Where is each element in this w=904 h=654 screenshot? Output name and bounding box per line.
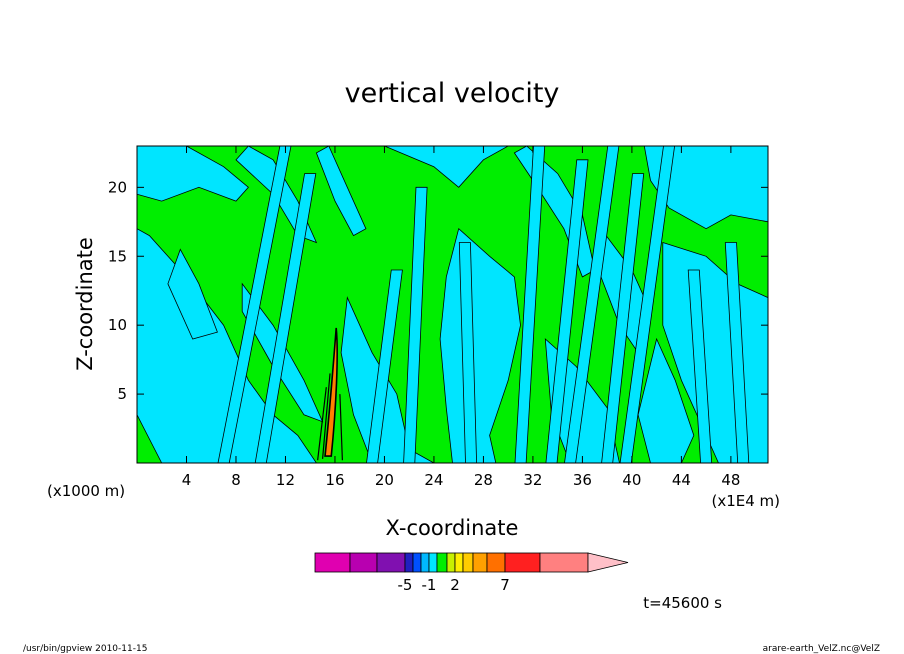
colorbar-segment	[436, 552, 448, 573]
y-tick-label: 15	[108, 247, 127, 265]
colorbar-segment	[446, 552, 456, 573]
negative-streak	[724, 242, 750, 463]
contour-line	[339, 394, 343, 461]
chart-title: vertical velocity	[345, 78, 560, 109]
x-unit-left: (x1000 m)	[47, 482, 125, 500]
colorbar-segment	[428, 552, 438, 573]
y-axis-title: Z-coordinate	[73, 237, 97, 371]
x-tick-label: 8	[231, 471, 241, 489]
colorbar-segment	[454, 552, 464, 573]
x-tick-label: 20	[375, 471, 394, 489]
colorbar-label: 7	[500, 576, 510, 594]
negative-streak	[403, 186, 428, 463]
colorbar-segment	[420, 552, 430, 573]
x-tick-label: 16	[325, 471, 344, 489]
x-tick-label: 4	[182, 471, 192, 489]
y-tick-label: 20	[108, 178, 127, 196]
negative-region	[315, 146, 367, 237]
negative-region	[643, 146, 768, 230]
negative-streak	[601, 173, 645, 463]
y-tick-label: 5	[117, 385, 127, 403]
negative-streak	[366, 269, 403, 463]
footer-right: arare-earth_VelZ.nc@VelZ	[763, 644, 880, 654]
negative-streak	[545, 159, 589, 463]
negative-region	[384, 146, 510, 188]
updraft-core	[324, 327, 338, 457]
y-axis-ticks: 5 10 15 20	[108, 178, 768, 403]
colorbar-segment	[462, 552, 474, 573]
footer-left: /usr/bin/gpview 2010-11-15	[23, 644, 147, 654]
negative-streak	[458, 242, 478, 463]
colorbar-segment	[412, 552, 422, 573]
negative-streak	[514, 146, 546, 463]
negative-streak	[254, 173, 317, 463]
x-axis-title: X-coordinate	[386, 516, 519, 540]
x-tick-label: 48	[721, 471, 740, 489]
contour-fields	[137, 146, 768, 463]
colorbar-segment	[376, 552, 406, 573]
y-tick-label: 10	[108, 316, 127, 334]
colorbar-segment	[314, 552, 351, 573]
x-tick-label: 40	[622, 471, 641, 489]
x-tick-label: 24	[424, 471, 443, 489]
contour-line	[317, 387, 327, 461]
plot-area	[137, 146, 768, 463]
colorbar-labels: -5 -1 2 7	[398, 576, 510, 594]
negative-streak	[564, 146, 620, 463]
negative-region	[167, 248, 218, 340]
x-tick-label: 28	[474, 471, 493, 489]
negative-streak	[687, 269, 713, 463]
colorbar-segment	[349, 552, 378, 573]
x-tick-label: 12	[276, 471, 295, 489]
colorbar-label: 2	[450, 576, 460, 594]
colorbar-extension-arrow	[587, 552, 629, 573]
x-axis-ticks: 4 8 12 16 20 24 28 32 36 40 44 48	[182, 146, 740, 489]
colorbar	[314, 552, 629, 573]
x-tick-label: 44	[672, 471, 691, 489]
x-tick-label: 36	[573, 471, 592, 489]
negative-streak	[619, 146, 676, 463]
colorbar-segment	[486, 552, 506, 573]
time-label: t=45600 s	[643, 594, 722, 612]
colorbar-segment	[404, 552, 414, 573]
x-tick-label: 32	[523, 471, 542, 489]
x-unit-right: (x1E4 m)	[711, 492, 780, 510]
colorbar-label: -1	[422, 576, 437, 594]
negative-streak	[217, 146, 292, 463]
colorbar-segment	[472, 552, 488, 573]
colorbar-label: -5	[398, 576, 413, 594]
plot-frame	[136, 145, 769, 464]
colorbar-segment	[539, 552, 589, 573]
contour-line	[321, 373, 331, 459]
negative-region	[137, 146, 249, 202]
colorbar-segment	[504, 552, 541, 573]
